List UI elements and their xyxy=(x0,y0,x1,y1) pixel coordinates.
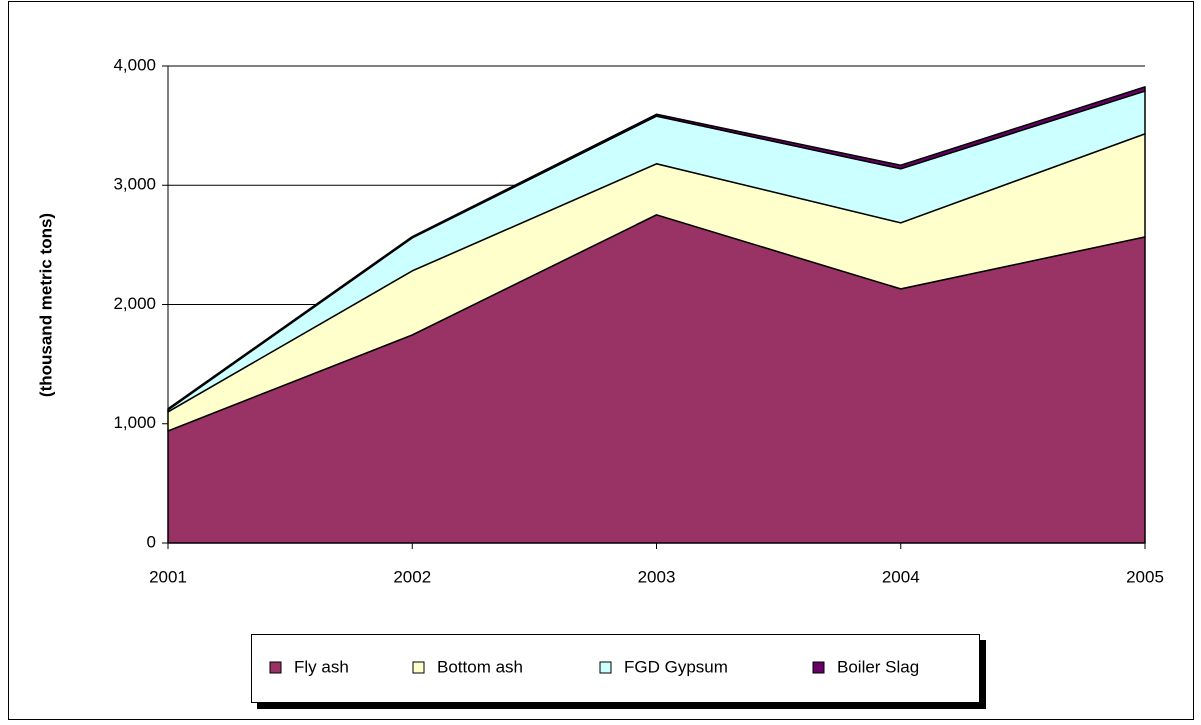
y-tick-label: 3,000 xyxy=(113,175,156,194)
legend-swatch xyxy=(599,661,612,674)
x-tick-label: 2001 xyxy=(149,567,187,586)
x-tick-label: 2005 xyxy=(1126,567,1164,586)
legend-swatch xyxy=(812,661,825,674)
y-tick-label: 2,000 xyxy=(113,294,156,313)
x-tick-label: 2002 xyxy=(393,567,431,586)
y-tick-label: 1,000 xyxy=(113,413,156,432)
legend-label: FGD Gypsum xyxy=(624,657,728,676)
legend-swatch xyxy=(412,661,425,674)
legend-label: Fly ash xyxy=(294,657,349,676)
legend-label: Boiler Slag xyxy=(837,657,919,676)
x-tick-label: 2004 xyxy=(882,567,920,586)
y-axis-label: (thousand metric tons) xyxy=(36,213,55,397)
y-tick-label: 0 xyxy=(147,532,156,551)
x-tick-label: 2003 xyxy=(638,567,676,586)
area xyxy=(167,86,1146,411)
legend xyxy=(251,634,980,703)
y-tick-label: 4,000 xyxy=(113,55,156,74)
legend-label: Bottom ash xyxy=(437,657,523,676)
legend-swatch xyxy=(269,661,282,674)
